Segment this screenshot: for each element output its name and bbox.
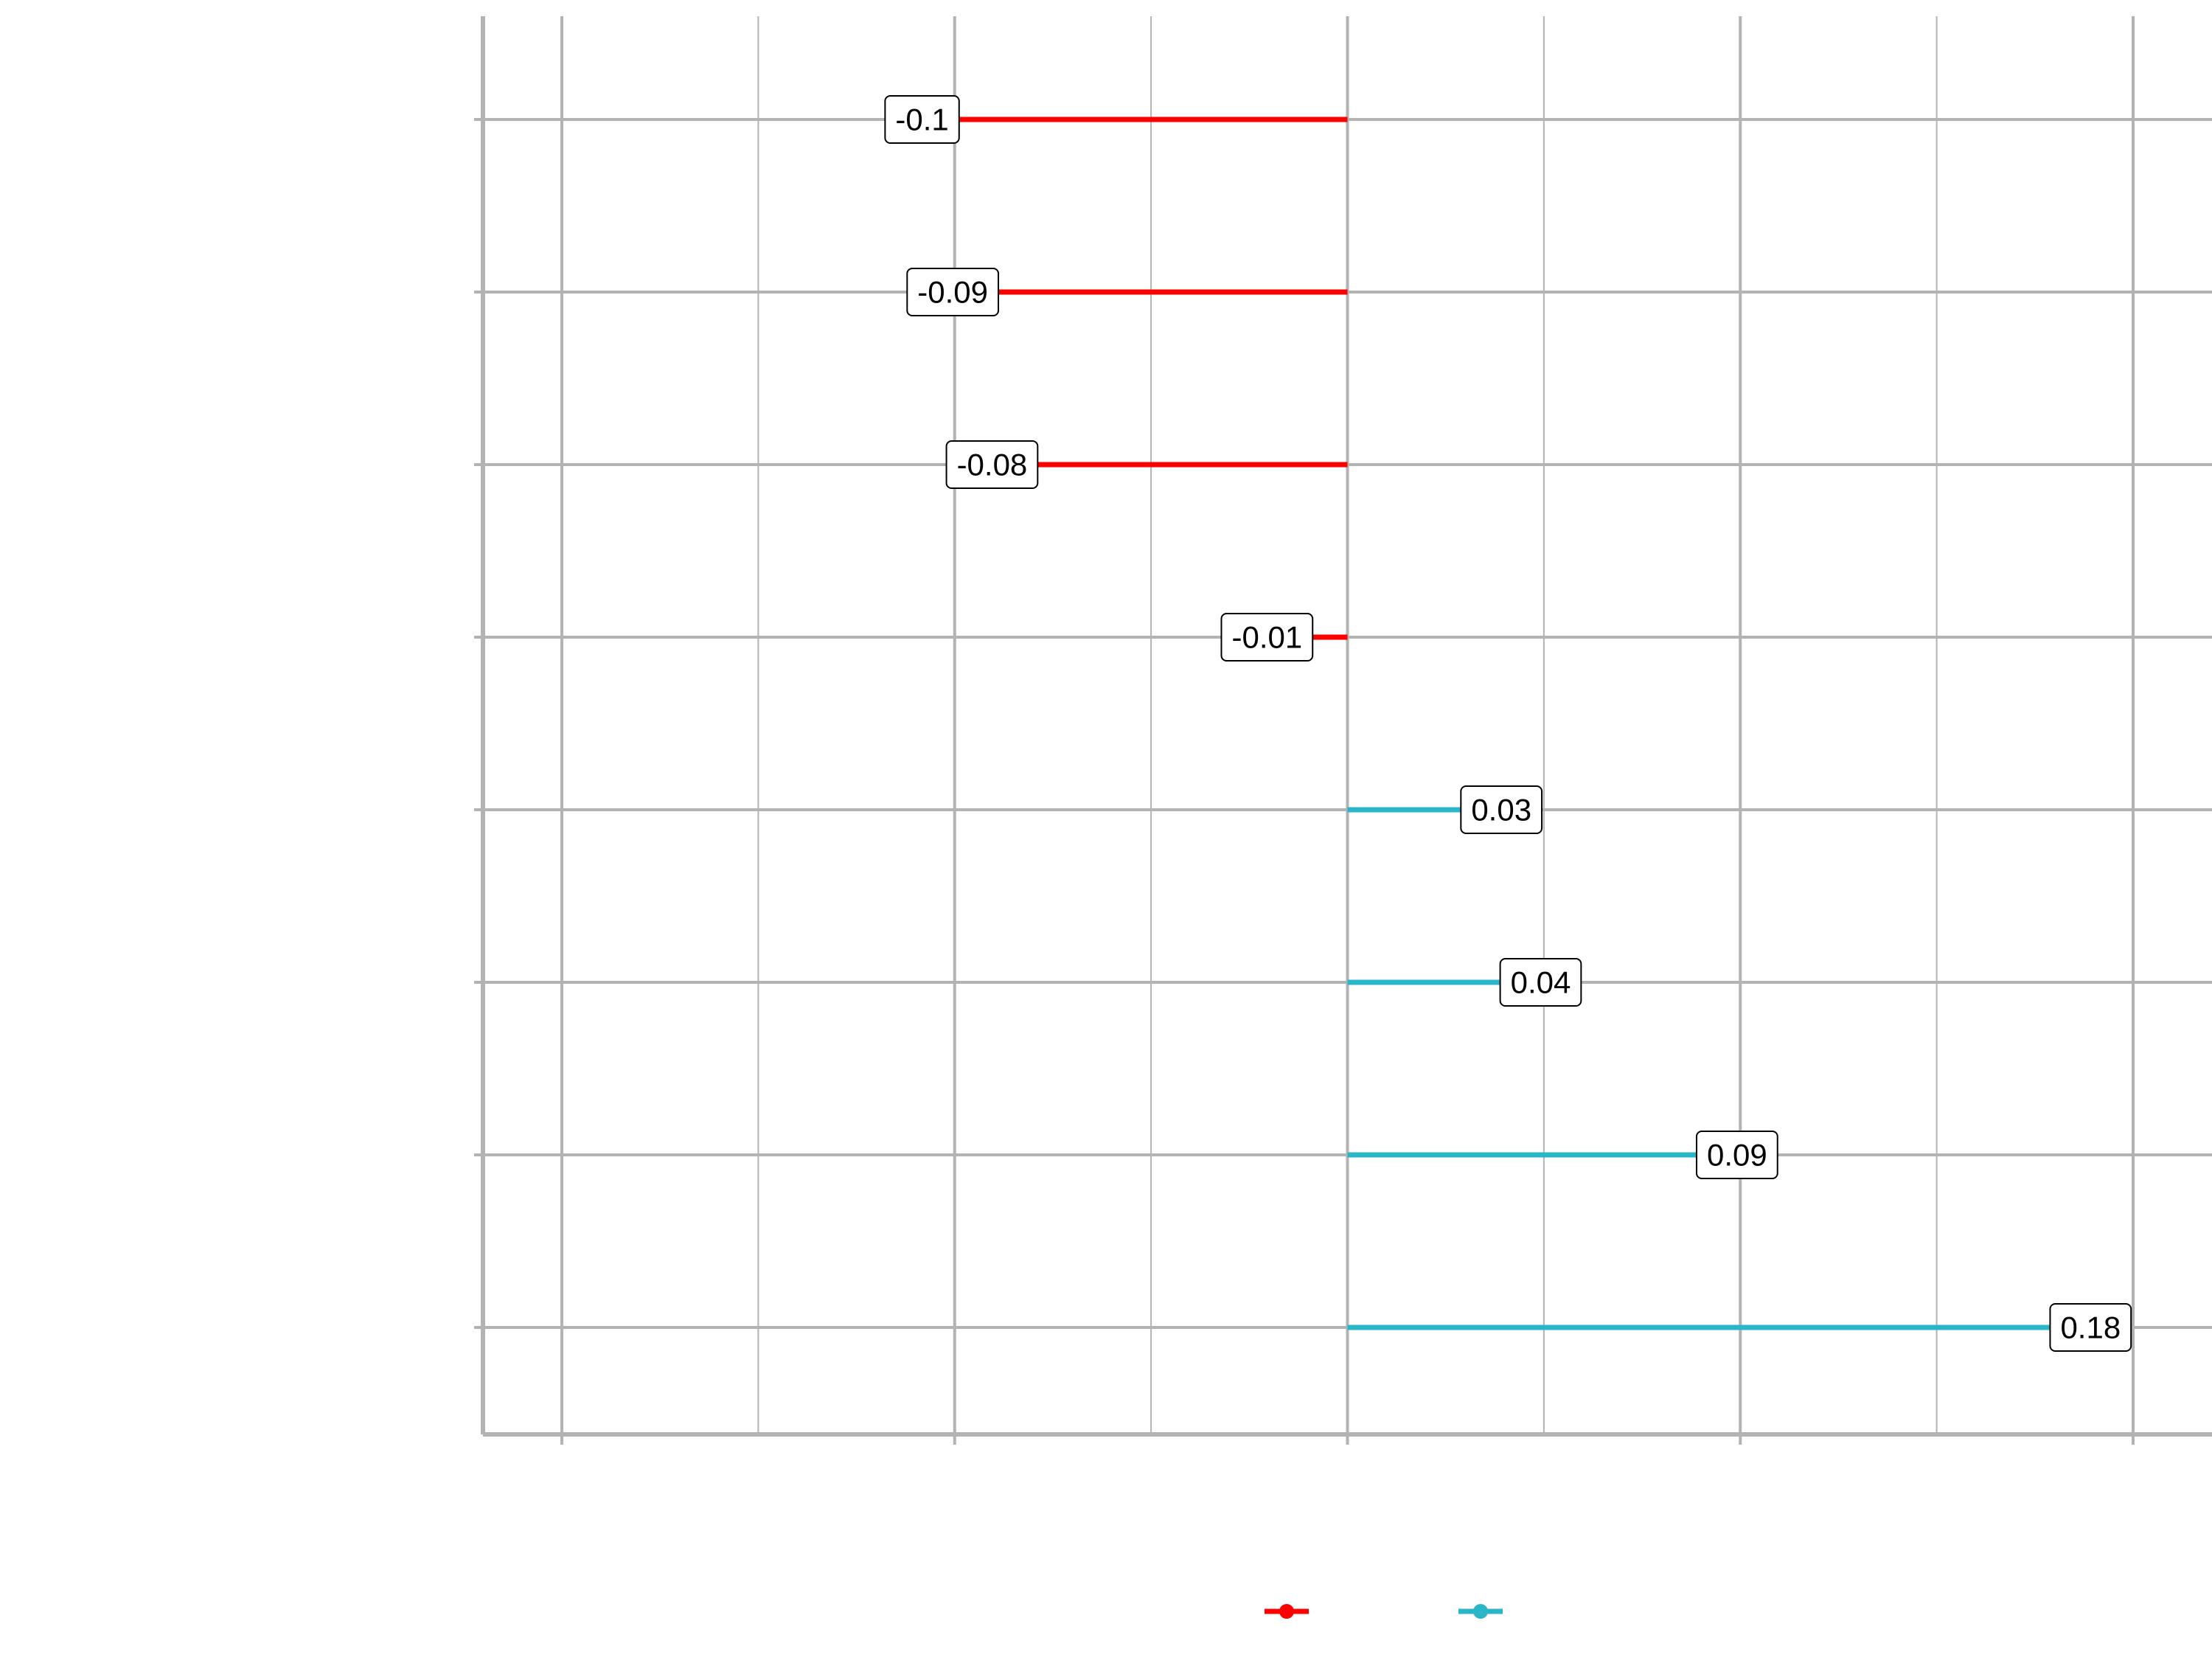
legend-key-dot-positive xyxy=(1473,1604,1488,1619)
data-label-text-2: -0.08 xyxy=(957,448,1028,482)
data-label-box-7 xyxy=(2049,1303,2132,1352)
data-label-2: -0.08 xyxy=(945,440,1039,489)
legend-item-negative xyxy=(1265,1604,1309,1619)
data-label-text-6: 0.09 xyxy=(1707,1138,1767,1173)
data-label-box-2 xyxy=(945,440,1039,489)
data-label-box-3 xyxy=(1220,613,1314,662)
grid-layer xyxy=(483,16,2212,1434)
marks-layer xyxy=(948,114,2061,1333)
data-label-6: 0.09 xyxy=(1695,1131,1778,1179)
legend xyxy=(1265,1604,1503,1619)
data-labels-layer: -0.1 -0.09 -0.08 -0.01 0.03 0.04 0.09 0.18 xyxy=(884,95,2132,1352)
data-label-text-5: 0.04 xyxy=(1511,965,1571,1000)
data-label-3: -0.01 xyxy=(1220,613,1314,662)
data-label-box-0 xyxy=(884,95,960,144)
data-label-box-4 xyxy=(1460,785,1543,834)
data-label-4: 0.03 xyxy=(1460,785,1543,834)
data-label-box-5 xyxy=(1499,958,1582,1007)
data-label-text-3: -0.01 xyxy=(1231,620,1302,655)
data-label-5: 0.04 xyxy=(1499,958,1582,1007)
axis-layer xyxy=(474,16,2212,1445)
data-label-text-0: -0.1 xyxy=(895,103,948,137)
data-label-1: -0.09 xyxy=(906,268,1000,316)
data-label-text-1: -0.09 xyxy=(917,275,988,310)
legend-key-dot-negative xyxy=(1279,1604,1294,1619)
data-label-box-6 xyxy=(1695,1131,1778,1179)
data-label-text-7: 0.18 xyxy=(2060,1310,2121,1345)
data-label-0: -0.1 xyxy=(884,95,960,144)
legend-item-positive xyxy=(1458,1604,1503,1619)
data-label-text-4: 0.03 xyxy=(1471,793,1531,827)
data-label-7: 0.18 xyxy=(2049,1303,2132,1352)
data-label-box-1 xyxy=(906,268,1000,316)
